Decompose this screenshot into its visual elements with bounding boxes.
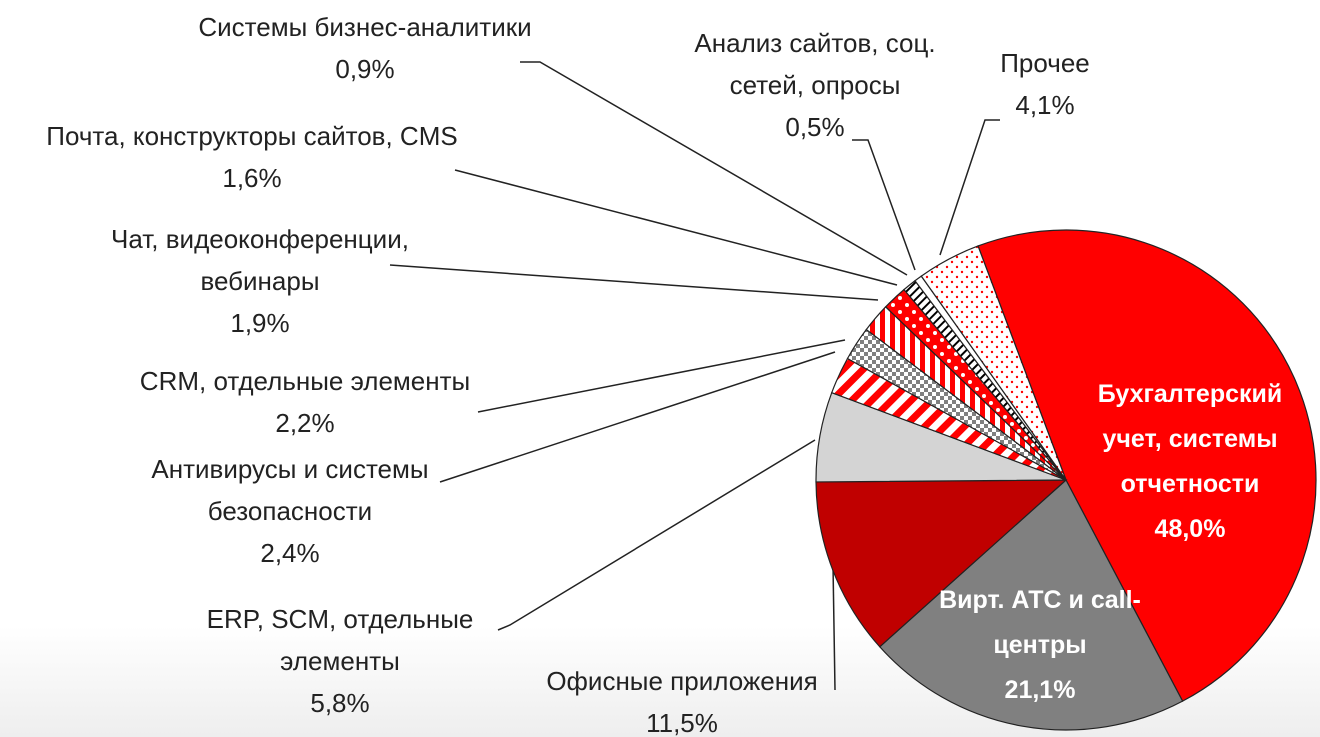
slice-label: CRM, отдельные элементы 2,2% (140, 360, 470, 444)
category-label: ERP, SCM, отдельные элементы (206, 604, 474, 676)
category-label: Вирт. АТС и call- центры (939, 586, 1141, 659)
category-label: Бухгалтерский учет, системы отчетности (1097, 380, 1283, 498)
pie-slice (977, 229, 1317, 702)
slice-label: Системы бизнес-аналитики 0,9% (198, 6, 531, 90)
category-label: Офисные приложения (546, 666, 818, 696)
slice-label: Бухгалтерский учет, системы отчетности 48… (1098, 372, 1283, 552)
leader-line (832, 564, 836, 691)
category-label: CRM, отдельные элементы (139, 366, 471, 396)
category-label: Почта, конструкторы сайтов, CMS (46, 121, 458, 151)
category-label: Антивирусы и системы безопасности (151, 454, 429, 526)
value-label: 21,1% (1004, 676, 1076, 704)
slice-label: Офисные приложения 11,5% (546, 660, 817, 737)
value-label: 2,2% (275, 408, 335, 438)
value-label: 48,0% (1154, 515, 1226, 543)
slice-label: Вирт. АТС и call- центры 21,1% (939, 578, 1141, 713)
leader-line (520, 61, 908, 276)
value-label: 2,4% (260, 538, 320, 568)
slice-label: Почта, конструкторы сайтов, CMS 1,6% (46, 115, 457, 199)
leader-line (497, 439, 816, 631)
category-label: Чат, видеоконференции, вебинары (111, 224, 409, 296)
leader-line (477, 339, 846, 413)
category-label: Прочее (1000, 48, 1090, 78)
category-label: Системы бизнес-аналитики (198, 12, 532, 42)
slice-label: Анализ сайтов, соц. сетей, опросы 0,5% (694, 22, 935, 148)
value-label: 1,6% (222, 163, 282, 193)
value-label: 11,5% (646, 708, 718, 737)
pie-slice (878, 479, 1184, 731)
value-label: 0,5% (785, 112, 845, 142)
value-label: 1,9% (230, 308, 290, 338)
leader-line (389, 264, 879, 301)
value-label: 4,1% (1015, 90, 1075, 120)
value-label: 5,8% (310, 688, 370, 718)
category-label: Анализ сайтов, соц. сетей, опросы (694, 28, 936, 100)
leader-lines (389, 61, 1000, 691)
pie-slice (920, 245, 1067, 481)
pie-slice (815, 479, 1068, 648)
value-label: 0,9% (335, 54, 395, 84)
leader-line (852, 139, 916, 271)
leader-line (439, 351, 836, 483)
slice-label: ERP, SCM, отдельные элементы 5,8% (207, 598, 474, 724)
slice-label: Чат, видеоконференции, вебинары 1,9% (111, 218, 409, 344)
slice-label: Прочее 4,1% (1000, 42, 1090, 126)
leader-line (454, 169, 898, 286)
slice-label: Антивирусы и системы безопасности 2,4% (151, 448, 428, 574)
leader-line (939, 119, 1000, 256)
